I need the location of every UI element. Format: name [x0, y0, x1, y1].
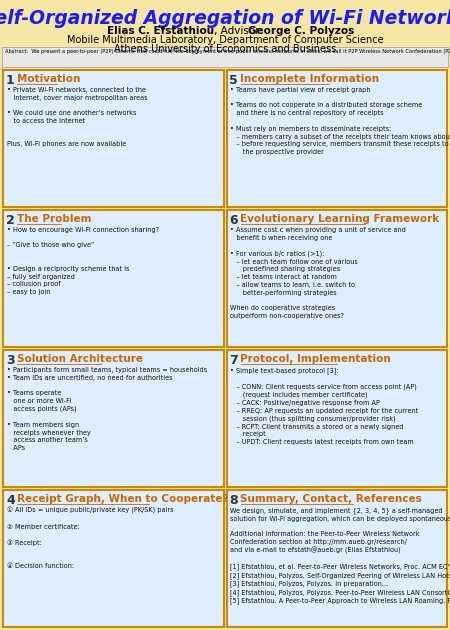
Text: Abstract:  We present a peer-to-peer (P2P) scheme that could fuel the deployment: Abstract: We present a peer-to-peer (P2P… [5, 49, 450, 54]
Text: • Assume cost c when providing a unit of service and
   benefit b when receiving: • Assume cost c when providing a unit of… [230, 227, 406, 319]
Text: George C. Polyzos: George C. Polyzos [248, 26, 354, 36]
Text: 8: 8 [230, 494, 238, 507]
Text: 3: 3 [6, 354, 14, 367]
Text: ① All IDs = unique public/private key (PK/SK) pairs

② Member certificate:

③ Re: ① All IDs = unique public/private key (P… [7, 507, 174, 569]
Text: , Advisor:: , Advisor: [214, 26, 266, 36]
Text: Protocol, Implementation: Protocol, Implementation [240, 354, 391, 364]
Text: Self-Organized Aggregation of Wi-Fi Networks: Self-Organized Aggregation of Wi-Fi Netw… [0, 9, 450, 28]
Text: • Teams have partial view of receipt graph

• Teams do not cooperate in a distri: • Teams have partial view of receipt gra… [230, 87, 450, 155]
Text: 7: 7 [230, 354, 238, 367]
Text: Motivation: Motivation [17, 74, 81, 84]
Bar [226, 210, 447, 347]
Text: • How to encourage Wi-Fi connection sharing?

– “Give to those who give”


• Des: • How to encourage Wi-Fi connection shar… [7, 227, 159, 295]
Bar [3, 350, 224, 487]
Text: Mobile Multimedia Laboratory, Department of Computer Science: Mobile Multimedia Laboratory, Department… [67, 35, 383, 45]
Text: We design, simulate, and implement {2, 3, 4, 5} a self-managed
solution for Wi-F: We design, simulate, and implement {2, 3… [230, 507, 450, 604]
Text: 6: 6 [230, 214, 238, 227]
Text: • Simple text-based protocol [3]:

   – CONN: Client requests service from acces: • Simple text-based protocol [3]: – CONN… [230, 367, 419, 445]
Bar [226, 70, 447, 207]
Bar [3, 70, 224, 207]
Text: Incomplete Information: Incomplete Information [240, 74, 380, 84]
Text: • Private Wi-Fi networks, connected to the
   Internet, cover major metropolitan: • Private Wi-Fi networks, connected to t… [7, 87, 148, 147]
Bar [2, 47, 448, 67]
Bar [226, 350, 447, 487]
Text: 5: 5 [230, 74, 238, 87]
Text: Elias C. Efstathiou: Elias C. Efstathiou [107, 26, 214, 36]
Text: The Problem: The Problem [17, 214, 91, 224]
Text: 4: 4 [6, 494, 15, 507]
Text: Evolutionary Learning Framework: Evolutionary Learning Framework [240, 214, 440, 224]
Text: Athens University of Economics and Business: Athens University of Economics and Busin… [114, 44, 336, 54]
Bar [3, 490, 224, 627]
Text: Summary, Contact, References: Summary, Contact, References [240, 494, 422, 504]
Text: 2: 2 [6, 214, 15, 227]
Text: Receipt Graph, When to Cooperate?: Receipt Graph, When to Cooperate? [17, 494, 229, 504]
Text: 1: 1 [6, 74, 15, 87]
Bar [226, 490, 447, 627]
Text: • Participants form small teams, typical teams = households
• Team IDs are uncer: • Participants form small teams, typical… [7, 367, 207, 451]
Text: Solution Architecture: Solution Architecture [17, 354, 143, 364]
Bar [3, 210, 224, 347]
